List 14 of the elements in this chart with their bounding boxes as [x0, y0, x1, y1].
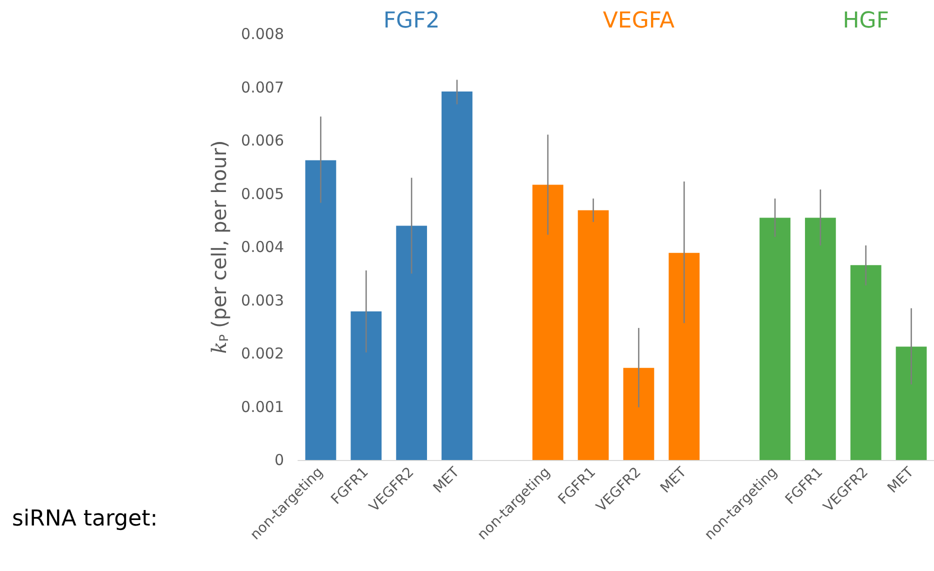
y-tick-label: 0.005	[241, 184, 284, 203]
y-tick-label: 0.002	[241, 344, 284, 362]
y-tick-label: 0.004	[241, 238, 284, 256]
y-tick-label: 0.001	[241, 398, 284, 416]
text: FGF2	[383, 8, 440, 34]
x-axis-title: siRNA target:	[12, 506, 158, 532]
text: HGF	[842, 8, 889, 34]
y-tick-label: 0.006	[241, 132, 284, 150]
y-tick-label: 0.007	[241, 78, 284, 96]
y-axis-title: kP (per cell, per hour)	[207, 140, 232, 354]
y-tick-label: 0.003	[241, 291, 284, 310]
y-tick-label: 0	[274, 451, 284, 469]
text: VEGFA	[602, 8, 675, 34]
y-tick-label: 0.008	[241, 25, 284, 43]
